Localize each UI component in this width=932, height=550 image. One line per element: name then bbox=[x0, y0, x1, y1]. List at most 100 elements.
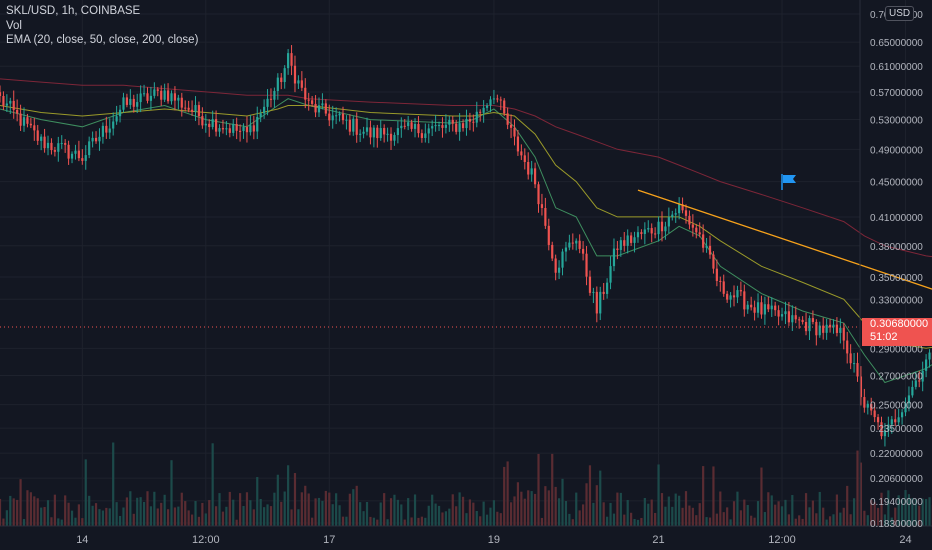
candle-body bbox=[57, 143, 60, 152]
candle bbox=[876, 414, 880, 430]
price-axis[interactable]: 0.700000000.650000000.610000000.57000000… bbox=[870, 10, 923, 530]
candle bbox=[383, 124, 386, 143]
volume-bar bbox=[287, 465, 290, 526]
candle bbox=[26, 113, 29, 128]
candle-body bbox=[431, 126, 434, 129]
candle-body bbox=[273, 90, 276, 100]
candle-body bbox=[16, 109, 19, 114]
symbol-info[interactable]: SKL/USD, 1h, COINBASE bbox=[6, 5, 141, 17]
candle-body bbox=[571, 242, 574, 244]
candle bbox=[736, 285, 739, 304]
volume-bar bbox=[300, 492, 303, 526]
volume-indicator-label[interactable]: Vol bbox=[6, 19, 22, 32]
volume-bar bbox=[513, 496, 516, 526]
candle bbox=[602, 283, 605, 300]
candle-body bbox=[729, 295, 732, 300]
candle-body bbox=[160, 90, 163, 100]
volume-bar bbox=[170, 460, 173, 526]
volume-bar bbox=[527, 490, 530, 526]
candle bbox=[263, 99, 266, 119]
candle bbox=[287, 49, 290, 75]
candle-body bbox=[825, 324, 828, 333]
candle-body bbox=[890, 419, 893, 425]
trendline-layer[interactable] bbox=[637, 189, 932, 335]
volume-bar bbox=[472, 502, 475, 526]
ema-indicator-label[interactable]: EMA (20, close, 50, close, 200, close) bbox=[6, 34, 199, 46]
candle bbox=[300, 71, 303, 92]
candle bbox=[444, 114, 447, 134]
candle-body bbox=[146, 93, 149, 101]
candle-body bbox=[832, 324, 835, 328]
volume-bar bbox=[273, 492, 276, 526]
candle bbox=[317, 97, 321, 117]
candle bbox=[163, 83, 166, 103]
volume-bar bbox=[280, 501, 283, 526]
candle bbox=[551, 241, 554, 262]
candle-body bbox=[520, 151, 523, 156]
candle bbox=[702, 224, 705, 253]
price-tick-label-13: 0.25000000 bbox=[870, 401, 923, 412]
volume-bar bbox=[650, 499, 653, 526]
volume-bar bbox=[105, 507, 108, 526]
candle bbox=[571, 233, 574, 250]
currency-badge[interactable]: USD bbox=[885, 6, 915, 21]
candle-body bbox=[674, 213, 677, 215]
volume-bar bbox=[883, 514, 887, 526]
candle bbox=[451, 116, 454, 132]
candle bbox=[630, 232, 633, 246]
volume-bar bbox=[194, 501, 197, 526]
volume-bar bbox=[492, 500, 496, 526]
candle-body bbox=[9, 100, 12, 104]
candle-body bbox=[74, 150, 77, 154]
volume-bar bbox=[74, 517, 77, 526]
volume-bar bbox=[437, 505, 441, 526]
candle-body bbox=[190, 109, 194, 112]
volume-bar bbox=[904, 490, 907, 526]
price-tick-label-18: 0.18300000 bbox=[870, 519, 923, 530]
candle bbox=[633, 231, 636, 253]
flag-icon[interactable] bbox=[780, 173, 798, 191]
candle bbox=[918, 370, 921, 388]
candle-body bbox=[479, 111, 482, 113]
volume-bar bbox=[293, 473, 297, 526]
candle-body bbox=[489, 99, 492, 106]
trendline[interactable] bbox=[637, 189, 932, 335]
candle bbox=[84, 145, 87, 170]
candle bbox=[523, 148, 526, 170]
candle bbox=[431, 120, 434, 137]
candle-body bbox=[19, 113, 22, 126]
candle-body bbox=[437, 125, 441, 127]
candle-body bbox=[859, 376, 863, 398]
candle-body bbox=[506, 113, 509, 125]
volume-bar bbox=[345, 516, 348, 526]
volume-bar bbox=[26, 490, 29, 526]
candle bbox=[256, 106, 259, 140]
candle-body bbox=[242, 126, 245, 132]
candle-body bbox=[846, 340, 849, 354]
candle bbox=[12, 90, 15, 119]
volume-bar bbox=[204, 513, 207, 526]
candle-body bbox=[300, 80, 303, 88]
volume-bar bbox=[660, 493, 664, 526]
candle bbox=[91, 131, 94, 148]
candle-body bbox=[393, 135, 396, 141]
candle bbox=[503, 98, 506, 117]
volume-bar bbox=[846, 485, 849, 526]
volume-bar bbox=[523, 498, 526, 526]
candle bbox=[774, 301, 777, 316]
candle-body bbox=[448, 119, 451, 125]
volume-bar bbox=[592, 502, 595, 526]
candle bbox=[369, 120, 372, 145]
candle-body bbox=[870, 403, 873, 411]
candle bbox=[674, 208, 677, 223]
candle bbox=[424, 123, 427, 143]
candle-body bbox=[379, 128, 382, 139]
candle-body bbox=[688, 215, 691, 225]
volume-bar bbox=[211, 443, 214, 526]
candle-body bbox=[554, 258, 557, 273]
candle bbox=[190, 100, 194, 116]
candle-body bbox=[362, 131, 365, 134]
candle-body bbox=[304, 87, 307, 100]
